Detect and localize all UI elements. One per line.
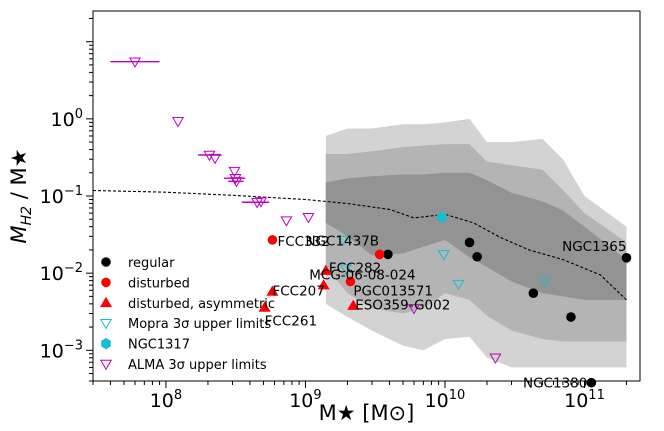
band-inner <box>325 172 627 300</box>
x-tick-label: 1010 <box>425 388 466 412</box>
data-point <box>437 250 450 261</box>
data-point <box>347 299 360 310</box>
x-axis-ticks: 108 109 1010 1011 <box>92 381 627 412</box>
data-point <box>452 279 465 291</box>
data-point <box>407 304 421 315</box>
annotation-label: NGC1365 <box>562 239 626 255</box>
legend-marker <box>100 296 112 308</box>
y-axis-label: MH2 / M★ <box>7 149 35 244</box>
data-point <box>128 57 142 68</box>
legend-label: Mopra 3σ upper limits <box>128 317 271 332</box>
x-axis-label: M★ [M⊙] <box>319 401 415 425</box>
legend-marker <box>101 338 111 350</box>
y-tick-label: 10−3 <box>40 338 83 362</box>
annotation-label: ESO359-G002 <box>355 298 450 314</box>
annotation-label: NGC1437B <box>305 233 379 249</box>
annotation-label: MCG-06-08-024 <box>309 267 415 283</box>
annotation-label: FCC332 <box>277 234 329 250</box>
median-dashed-line <box>93 189 627 301</box>
annotation-label: NGC1380 <box>523 376 587 392</box>
data-point <box>209 153 222 165</box>
y-tick-label: 100 <box>51 107 83 131</box>
data-point <box>383 249 393 260</box>
data-point <box>267 235 278 245</box>
data-point <box>203 150 216 162</box>
annotation-label: PGC013571 <box>353 283 433 299</box>
y-tick-label: 10−1 <box>40 184 83 208</box>
legend-marker <box>99 359 113 371</box>
legend: regular disturbed disturbed, asymmetric Mop… <box>99 256 275 373</box>
annotation-label: FCC207 <box>272 283 324 299</box>
data-point <box>280 216 293 227</box>
x-tick-label: 108 <box>150 388 182 412</box>
data-point <box>228 166 241 178</box>
data-point <box>339 264 352 275</box>
data-point <box>566 312 576 322</box>
percentile-bands <box>325 118 627 368</box>
annotation-label: FCC282 <box>329 261 381 277</box>
data-point <box>621 253 632 263</box>
legend-label: NGC1317 <box>128 338 190 353</box>
legend-label: disturbed <box>128 276 190 291</box>
data-point <box>171 117 185 128</box>
data-point <box>317 279 330 290</box>
data-point <box>258 301 271 312</box>
data-point <box>489 353 502 364</box>
data-point <box>528 288 539 298</box>
data-point <box>230 177 243 188</box>
y-tick-label: 10−2 <box>40 261 83 285</box>
legend-marker <box>101 257 111 267</box>
legend-label: regular <box>128 256 175 271</box>
data-point <box>538 277 551 288</box>
legend-label: ALMA 3σ upper limits <box>128 358 267 373</box>
legend-marker <box>99 318 113 330</box>
data-point <box>302 213 315 224</box>
data-points <box>110 57 632 388</box>
data-point <box>437 211 447 223</box>
data-point <box>464 237 475 248</box>
data-point <box>266 285 279 296</box>
data-point <box>251 197 264 209</box>
data-point <box>374 249 385 260</box>
data-point <box>586 377 597 388</box>
data-point <box>336 235 349 247</box>
y-axis-ticks: 10−3 10−2 10−1 100 <box>40 17 93 382</box>
x-tick-label: 1011 <box>564 388 605 412</box>
legend-label: disturbed, asymmetric <box>128 297 275 312</box>
data-point <box>472 251 482 262</box>
data-point <box>229 173 242 185</box>
data-point <box>254 197 268 208</box>
median-dashed-line-group <box>93 189 627 301</box>
annotation-label: FCC261 <box>265 313 317 329</box>
data-point <box>319 264 332 275</box>
data-point <box>345 276 356 287</box>
legend-marker <box>101 277 111 288</box>
x-tick-label: 109 <box>289 388 321 412</box>
